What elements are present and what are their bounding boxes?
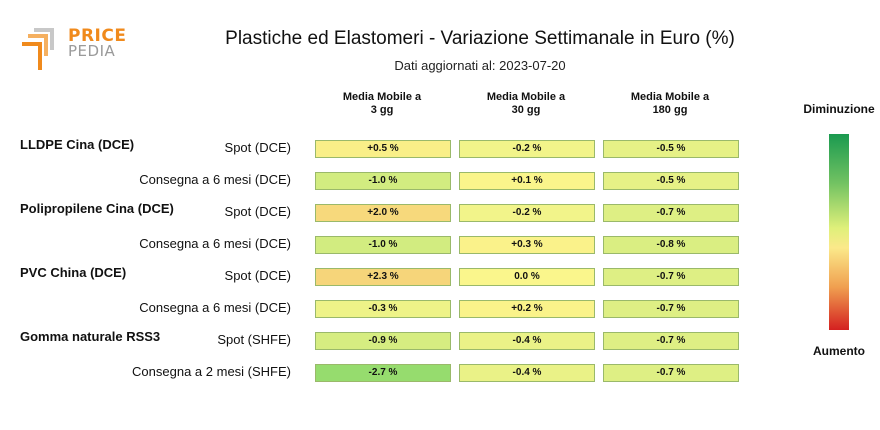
row-label: Spot (DCE): [224, 204, 291, 219]
value-cell: 0.0 %: [459, 268, 595, 286]
value-cell: -1.0 %: [315, 236, 451, 254]
value-cell: -2.7 %: [315, 364, 451, 382]
value-cell: -0.5 %: [603, 172, 739, 190]
value-cell: -1.0 %: [315, 172, 451, 190]
legend-label-top: Diminuzione: [803, 102, 875, 116]
value-cell: -0.7 %: [603, 204, 739, 222]
value-cell: -0.4 %: [459, 364, 595, 382]
row-label: Spot (SHFE): [217, 332, 291, 347]
value-cell: -0.7 %: [603, 332, 739, 350]
value-cell: -0.2 %: [459, 140, 595, 158]
chart-subtitle: Dati aggiornati al: 2023-07-20: [394, 58, 566, 73]
row-group-label: Gomma naturale RSS3: [20, 329, 161, 344]
value-cell: -0.2 %: [459, 204, 595, 222]
row-label: Consegna a 6 mesi (DCE): [139, 236, 291, 251]
value-cell: -0.5 %: [603, 140, 739, 158]
value-cell: -0.7 %: [603, 268, 739, 286]
column-header: Media Mobile a 30 gg: [486, 91, 566, 116]
value-cell: +2.3 %: [315, 268, 451, 286]
row-label: Spot (DCE): [224, 140, 291, 155]
value-cell: -0.4 %: [459, 332, 595, 350]
value-cell: -0.7 %: [603, 300, 739, 318]
value-cell: -0.3 %: [315, 300, 451, 318]
value-cell: +0.5 %: [315, 140, 451, 158]
row-label: Consegna a 6 mesi (DCE): [139, 172, 291, 187]
color-scale-legend: [829, 134, 849, 330]
row-label: Spot (DCE): [224, 268, 291, 283]
value-cell: -0.9 %: [315, 332, 451, 350]
pricepedia-logo: PRICE PEDIA: [20, 22, 130, 74]
row-group-label: PVC China (DCE): [20, 265, 127, 280]
value-cell: +0.2 %: [459, 300, 595, 318]
logo-text-price: PRICE: [68, 26, 127, 46]
row-label: Consegna a 2 mesi (SHFE): [132, 364, 291, 379]
row-group-label: LLDPE Cina (DCE): [20, 137, 135, 152]
value-cell: +0.1 %: [459, 172, 595, 190]
chart-title: Plastiche ed Elastomeri - Variazione Set…: [225, 28, 735, 49]
value-cell: -0.7 %: [603, 364, 739, 382]
logo-mark-icon: [22, 28, 54, 70]
value-cell: -0.8 %: [603, 236, 739, 254]
logo-text-pedia: PEDIA: [68, 42, 116, 60]
value-cell: +0.3 %: [459, 236, 595, 254]
legend-label-bottom: Aumento: [813, 344, 865, 358]
value-cell: +2.0 %: [315, 204, 451, 222]
row-group-label: Polipropilene Cina (DCE): [20, 201, 174, 216]
row-label: Consegna a 6 mesi (DCE): [139, 300, 291, 315]
column-header: Media Mobile a 180 gg: [630, 91, 710, 116]
